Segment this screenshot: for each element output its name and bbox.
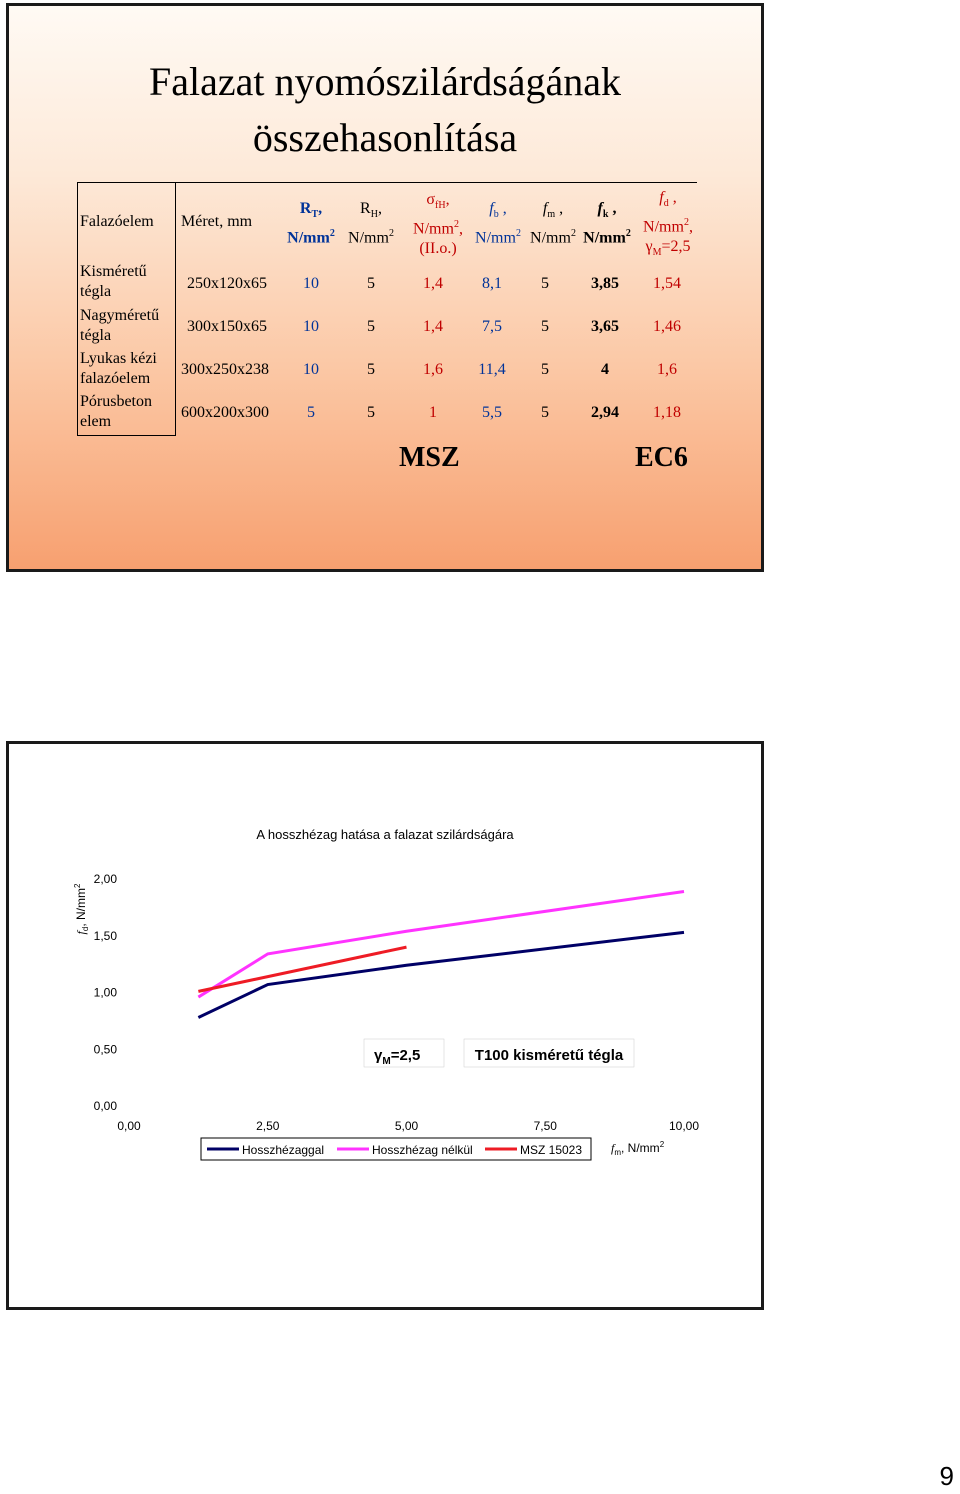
row-sig: 1,4 bbox=[423, 275, 443, 292]
y-tick-labels: 0,00 0,50 1,00 1,50 2,00 bbox=[94, 872, 118, 1113]
row-rh: 5 bbox=[367, 275, 375, 292]
series-lines bbox=[197, 890, 685, 1019]
label-ec6: EC6 bbox=[635, 442, 688, 473]
x-tick-label: 10,00 bbox=[669, 1119, 699, 1133]
slide-title: Falazat nyomószilárdságának összehasonlí… bbox=[9, 54, 761, 166]
row-name-2: falazóelem bbox=[80, 370, 151, 387]
row-fd: 1,6 bbox=[657, 361, 677, 378]
y-axis-label: fd, N/mm2 bbox=[73, 883, 90, 934]
row-name: Pórusbeton bbox=[80, 393, 152, 410]
row-size: 300x150x65 bbox=[187, 318, 267, 335]
header-sigma: σfH, N/mm2, (II.o.) bbox=[413, 191, 463, 257]
y-tick-label: 0,00 bbox=[94, 1099, 118, 1113]
x-tick-label: 5,00 bbox=[395, 1119, 419, 1133]
row-fk: 3,85 bbox=[591, 275, 619, 292]
row-name: Nagyméretű bbox=[80, 307, 160, 324]
row-fb: 11,4 bbox=[478, 361, 506, 378]
row-size: 250x120x65 bbox=[187, 275, 267, 292]
table-bottom-border bbox=[77, 435, 176, 436]
page-number: 9 bbox=[939, 1461, 954, 1491]
header-fk: fk , N/mm2 bbox=[583, 200, 631, 247]
row-fk: 2,94 bbox=[591, 404, 619, 421]
row-fm: 5 bbox=[541, 275, 549, 292]
header-fd: fd , N/mm2, γM=2,5 bbox=[643, 189, 693, 258]
row-size: 600x200x300 bbox=[181, 404, 269, 421]
y-tick-label: 0,50 bbox=[94, 1042, 118, 1056]
row-name: Lyukas kézi bbox=[80, 350, 157, 367]
y-tick-label: 1,50 bbox=[94, 929, 118, 943]
series-line bbox=[198, 945, 407, 993]
title-line-1: Falazat nyomószilárdságának bbox=[148, 59, 622, 104]
x-tick-label: 0,00 bbox=[117, 1119, 141, 1133]
line-chart: A hosszhézag hatása a falazat szilárdság… bbox=[73, 827, 699, 1161]
x-axis-label: fm, N/mm2 bbox=[611, 1140, 665, 1157]
table-top-border bbox=[77, 182, 697, 183]
row-sig: 1,4 bbox=[423, 318, 443, 335]
x-tick-labels: 0,00 2,50 5,00 7,50 10,00 bbox=[117, 1119, 699, 1133]
label-msz: MSZ bbox=[399, 442, 460, 473]
legend-label: Hosszhézaggal bbox=[242, 1143, 324, 1157]
row-size: 300x250x238 bbox=[181, 361, 269, 378]
row-name-2: tégla bbox=[80, 327, 112, 344]
x-tick-label: 7,50 bbox=[534, 1119, 558, 1133]
header-fb: fb , N/mm2 bbox=[475, 200, 521, 247]
row-rt: 10 bbox=[303, 318, 319, 335]
row-fd: 1,18 bbox=[653, 404, 681, 421]
row-fm: 5 bbox=[541, 318, 549, 335]
row-name-2: tégla bbox=[80, 283, 112, 300]
x-tick-label: 2,50 bbox=[256, 1119, 280, 1133]
row-fk: 3,65 bbox=[591, 318, 619, 335]
row-fm: 5 bbox=[541, 361, 549, 378]
slide-chart: A hosszhézag hatása a falazat szilárdság… bbox=[6, 741, 764, 1310]
y-tick-label: 1,00 bbox=[94, 986, 118, 1000]
row-fd: 1,46 bbox=[653, 318, 681, 335]
row-rh: 5 bbox=[367, 318, 375, 335]
table-separator bbox=[175, 182, 176, 436]
row-fb: 7,5 bbox=[482, 318, 502, 335]
row-fm: 5 bbox=[541, 404, 549, 421]
series-line bbox=[197, 930, 685, 1019]
row-fk: 4 bbox=[601, 361, 609, 378]
row-sig: 1,6 bbox=[423, 361, 443, 378]
slide-table: Falazat nyomószilárdságának összehasonlí… bbox=[6, 3, 764, 572]
row-fb: 5,5 bbox=[482, 404, 502, 421]
svg-text:γM=2,5: γM=2,5 bbox=[374, 1047, 420, 1067]
y-tick-label: 2,00 bbox=[94, 872, 118, 886]
table-left-border bbox=[77, 182, 78, 436]
svg-text:T100 kisméretű tégla: T100 kisméretű tégla bbox=[475, 1047, 624, 1064]
annotation-t100: T100 kisméretű tégla bbox=[463, 1038, 635, 1068]
row-name: Kisméretű bbox=[80, 263, 147, 280]
series-line bbox=[197, 890, 685, 999]
header-rh: RH, N/mm2 bbox=[348, 200, 394, 247]
row-rh: 5 bbox=[367, 404, 375, 421]
annotation-gamma: γM=2,5 bbox=[363, 1038, 445, 1068]
row-sig: 1 bbox=[429, 404, 437, 421]
row-name-2: elem bbox=[80, 413, 112, 430]
legend-label: MSZ 15023 bbox=[520, 1143, 582, 1157]
legend-label: Hosszhézag nélkül bbox=[372, 1143, 473, 1157]
title-line-2: összehasonlítása bbox=[252, 115, 518, 160]
row-rt: 10 bbox=[303, 361, 319, 378]
row-fb: 8,1 bbox=[482, 275, 502, 292]
header-rt: RT, N/mm2 bbox=[287, 200, 335, 247]
row-rt: 5 bbox=[307, 404, 315, 421]
header-falazoelem: Falazóelem bbox=[80, 213, 154, 230]
legend: Hosszhézaggal Hosszhézag nélkül MSZ 1502… bbox=[200, 1137, 592, 1161]
row-rh: 5 bbox=[367, 361, 375, 378]
row-rt: 10 bbox=[303, 275, 319, 292]
chart-title: A hosszhézag hatása a falazat szilárdság… bbox=[256, 827, 514, 842]
header-fm: fm , N/mm2 bbox=[530, 200, 576, 247]
header-meret: Méret, mm bbox=[181, 213, 253, 230]
row-fd: 1,54 bbox=[653, 275, 681, 292]
